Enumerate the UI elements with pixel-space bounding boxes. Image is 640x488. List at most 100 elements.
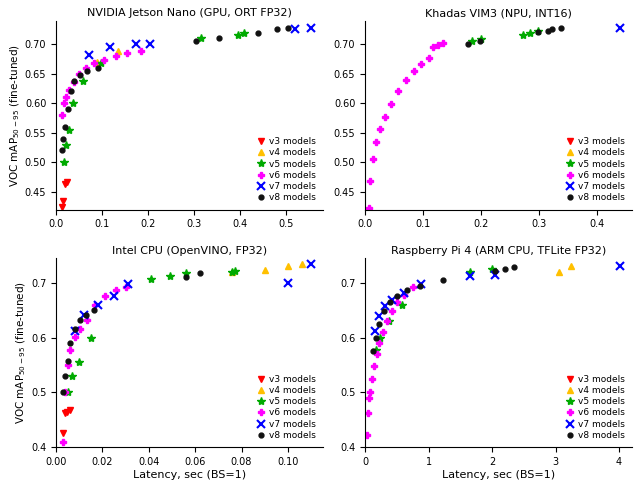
v8 models — [196, 270, 204, 276]
v5 models — [97, 60, 105, 66]
v8 models — [273, 26, 280, 32]
v7 models — [388, 297, 396, 303]
v7 models — [381, 304, 389, 309]
Title: Raspberry Pi 4 (ARM CPU, TFLite FP32): Raspberry Pi 4 (ARM CPU, TFLite FP32) — [391, 246, 606, 256]
v5 models — [519, 32, 527, 38]
v7 models — [616, 264, 624, 269]
v6 models — [387, 102, 394, 107]
v5 models — [76, 359, 83, 365]
Y-axis label: VOC mAP$_{50-95}$ (fine-tuned): VOC mAP$_{50-95}$ (fine-tuned) — [8, 43, 22, 186]
v3 models — [61, 410, 68, 416]
v6 models — [379, 329, 387, 335]
Line: v6 models: v6 models — [60, 284, 129, 445]
Line: v5 models: v5 models — [468, 27, 542, 45]
v7 models — [71, 328, 79, 334]
Line: v3 models: v3 models — [59, 178, 70, 210]
v7 models — [401, 290, 408, 296]
v8 models — [83, 68, 91, 74]
v8 models — [369, 348, 376, 354]
v7 models — [466, 273, 474, 279]
v4 models — [555, 269, 563, 275]
v5 models — [372, 346, 380, 352]
v6 models — [417, 61, 425, 66]
Line: v4 models: v4 models — [228, 260, 305, 275]
Line: v6 models: v6 models — [364, 284, 417, 439]
v5 models — [385, 318, 393, 324]
v6 models — [363, 432, 371, 438]
v3 models — [66, 407, 74, 413]
v5 models — [527, 31, 534, 37]
v6 models — [410, 284, 417, 290]
Line: v7 models: v7 models — [85, 23, 316, 59]
v6 models — [365, 205, 372, 211]
v7 models — [80, 312, 88, 318]
v6 models — [112, 53, 120, 59]
v3 models — [61, 181, 68, 187]
Line: v6 models: v6 models — [59, 48, 145, 119]
v7 models — [307, 25, 315, 31]
v8 models — [64, 106, 72, 112]
v6 models — [368, 376, 376, 382]
v4 models — [228, 269, 236, 275]
v6 models — [67, 346, 74, 352]
v5 models — [466, 269, 474, 275]
v8 models — [386, 300, 394, 305]
v5 models — [534, 28, 541, 34]
Title: Khadas VIM3 (NPU, INT16): Khadas VIM3 (NPU, INT16) — [425, 8, 572, 19]
v8 models — [465, 41, 472, 47]
v8 models — [66, 340, 74, 346]
Line: v8 models: v8 models — [59, 25, 291, 153]
v6 models — [60, 100, 68, 106]
Line: v8 models: v8 models — [466, 25, 563, 46]
v6 models — [75, 71, 83, 77]
v8 models — [492, 268, 499, 274]
v7 models — [106, 44, 114, 50]
v6 models — [137, 48, 145, 54]
v6 models — [401, 292, 408, 298]
v6 models — [381, 114, 388, 120]
Line: v5 models: v5 models — [372, 265, 496, 354]
v5 models — [398, 302, 406, 307]
v6 models — [365, 395, 373, 401]
v5 models — [79, 78, 86, 83]
v8 models — [76, 72, 84, 78]
v6 models — [372, 351, 380, 357]
v7 models — [132, 41, 140, 47]
v5 models — [468, 38, 476, 44]
v8 models — [64, 358, 72, 364]
v5 models — [87, 335, 95, 341]
v8 models — [95, 65, 102, 71]
Y-axis label: VOC mAP$_{50-95}$ (fine-tuned): VOC mAP$_{50-95}$ (fine-tuned) — [15, 281, 28, 424]
v8 models — [61, 373, 69, 379]
v4 models — [261, 266, 269, 272]
v8 models — [501, 266, 509, 272]
v6 models — [64, 362, 72, 368]
v6 models — [429, 44, 437, 50]
v6 models — [394, 299, 401, 305]
v8 models — [61, 124, 69, 130]
v6 models — [383, 318, 390, 324]
v5 models — [376, 335, 384, 341]
v6 models — [425, 55, 433, 61]
v8 models — [372, 335, 380, 341]
Line: v4 models: v4 models — [94, 48, 122, 65]
v6 models — [90, 60, 97, 66]
v5 models — [488, 266, 496, 272]
v7 models — [284, 280, 292, 285]
v7 models — [307, 261, 315, 266]
v7 models — [371, 328, 379, 334]
v8 models — [284, 25, 292, 31]
v8 models — [71, 326, 79, 332]
v5 models — [65, 127, 73, 133]
v8 models — [59, 389, 67, 395]
v7 models — [291, 26, 299, 32]
X-axis label: Latency, sec (BS=1): Latency, sec (BS=1) — [132, 469, 246, 480]
Line: v3 models: v3 models — [60, 407, 74, 437]
v6 models — [100, 57, 108, 63]
v6 models — [410, 68, 418, 74]
v6 models — [113, 287, 120, 293]
v3 models — [63, 408, 71, 414]
v5 models — [62, 142, 70, 147]
v5 models — [68, 100, 76, 106]
v5 models — [228, 269, 236, 275]
